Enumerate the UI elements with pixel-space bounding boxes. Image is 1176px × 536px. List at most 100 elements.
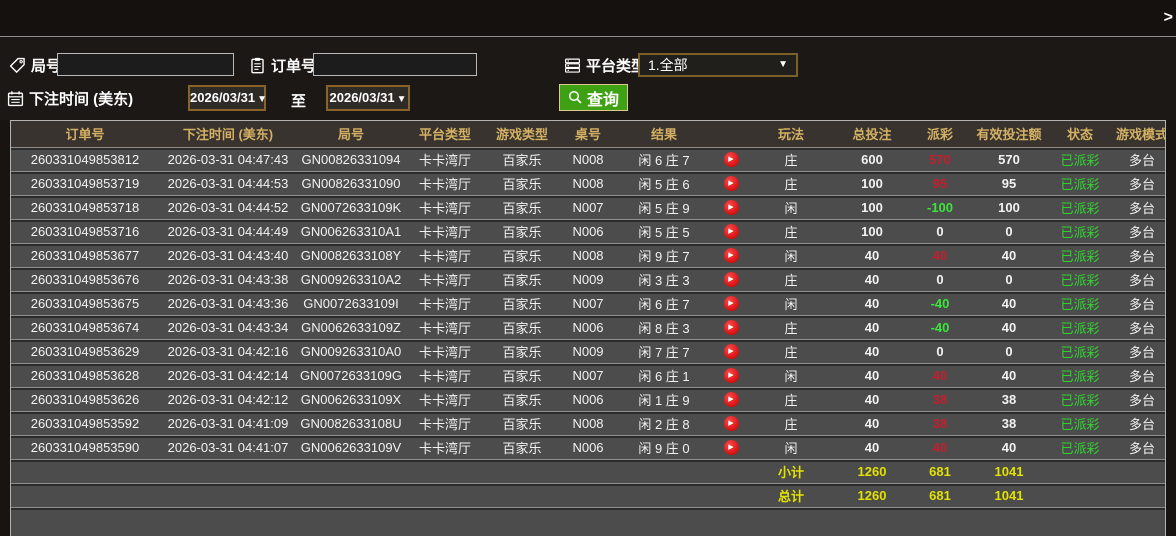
cell-platform-type: 卡卡湾厅 (405, 242, 485, 267)
cell-bet-time: 2026-03-31 04:42:16 (159, 338, 297, 363)
cell-order-no: 260331049853718 (11, 194, 159, 219)
date-to-select[interactable]: 2026/03/31 ▼ (326, 85, 410, 111)
cell-game-type: 百家乐 (485, 410, 559, 435)
record-row: 260331049853626 2026-03-31 04:42:12 GN0062… (11, 386, 1165, 411)
cell-replay: ▶ (711, 170, 751, 195)
round-no-input[interactable] (57, 53, 234, 76)
record-row: 260331049853716 2026-03-31 04:44:49 GN0062… (11, 218, 1165, 243)
replay-button[interactable]: ▶ (723, 368, 739, 384)
date-from-select[interactable]: 2026/03/31 ▼ (188, 85, 267, 111)
replay-button[interactable]: ▶ (723, 176, 739, 192)
round-no-field-label-group: 局号 (9, 55, 61, 76)
col-game-mode: 游戏模式 (1109, 121, 1165, 147)
collapse-panel-chevron-icon[interactable]: > (1163, 9, 1173, 26)
cell-play-type: 庄 (751, 266, 831, 291)
replay-button[interactable]: ▶ (723, 200, 739, 216)
cell-payout: 40 (913, 362, 967, 387)
replay-button[interactable]: ▶ (723, 296, 739, 312)
cell-round-no: GN0072633109I (297, 290, 405, 315)
cell-valid-bet: 40 (967, 362, 1051, 387)
order-no-input[interactable] (313, 53, 477, 76)
replay-button[interactable]: ▶ (723, 224, 739, 240)
cell-bet-time: 2026-03-31 04:41:09 (159, 410, 297, 435)
order-no-field-label-group: 订单号 (249, 55, 316, 76)
replay-button[interactable]: ▶ (723, 344, 739, 360)
platform-type-select[interactable]: 1.全部 ▼ (638, 53, 798, 77)
cell-replay: ▶ (711, 194, 751, 219)
cell-round-no: GN006263310A1 (297, 218, 405, 243)
cell-status: 已派彩 (1051, 434, 1109, 459)
cell-round-no: GN00826331090 (297, 170, 405, 195)
total-row-payout: 681 (913, 482, 967, 507)
cell-order-no: 260331049853590 (11, 434, 159, 459)
cell-table-no: N007 (559, 290, 617, 315)
cell-valid-bet: 40 (967, 242, 1051, 267)
cell-game-mode: 多台 (1109, 434, 1165, 459)
cell-total-bet: 40 (831, 386, 913, 411)
cell-round-no: GN0072633109G (297, 362, 405, 387)
replay-button[interactable]: ▶ (723, 272, 739, 288)
cell-game-type: 百家乐 (485, 386, 559, 411)
col-game-type: 游戏类型 (485, 121, 559, 147)
records-body: 260331049853812 2026-03-31 04:47:43 GN0082… (11, 146, 1165, 536)
cell-round-no: GN0082633108Y (297, 242, 405, 267)
cell-game-mode: 多台 (1109, 290, 1165, 315)
cell-platform-type: 卡卡湾厅 (405, 434, 485, 459)
replay-button[interactable]: ▶ (723, 152, 739, 168)
total-row-spacer (1051, 482, 1109, 507)
record-row: 260331049853676 2026-03-31 04:43:38 GN0092… (11, 266, 1165, 291)
cell-game-mode: 多台 (1109, 218, 1165, 243)
replay-button[interactable]: ▶ (723, 248, 739, 264)
cell-result: 闲 1 庄 9 (617, 386, 711, 411)
total-row-spacer (159, 482, 297, 507)
total-row-spacer (617, 482, 711, 507)
cell-payout: 0 (913, 218, 967, 243)
cell-total-bet: 40 (831, 314, 913, 339)
record-row: 260331049853592 2026-03-31 04:41:09 GN0082… (11, 410, 1165, 435)
total-row-total-bet: 1260 (831, 482, 913, 507)
cell-game-mode: 多台 (1109, 194, 1165, 219)
cell-play-type: 庄 (751, 410, 831, 435)
col-replay (711, 121, 751, 147)
cell-payout: 0 (913, 338, 967, 363)
cell-round-no: GN0062633109Z (297, 314, 405, 339)
record-row: 260331049853628 2026-03-31 04:42:14 GN0072… (11, 362, 1165, 387)
total-row-valid-bet: 1041 (967, 482, 1051, 507)
cell-game-mode: 多台 (1109, 146, 1165, 171)
query-button[interactable]: 查询 (559, 84, 629, 111)
replay-button[interactable]: ▶ (723, 416, 739, 432)
cell-table-no: N008 (559, 410, 617, 435)
cell-order-no: 260331049853812 (11, 146, 159, 171)
cell-total-bet: 40 (831, 242, 913, 267)
cell-valid-bet: 0 (967, 266, 1051, 291)
cell-play-type: 庄 (751, 170, 831, 195)
cell-table-no: N006 (559, 314, 617, 339)
query-button-label: 查询 (587, 91, 620, 109)
cell-replay: ▶ (711, 290, 751, 315)
replay-button[interactable]: ▶ (723, 320, 739, 336)
server-list-icon (564, 57, 581, 74)
cell-total-bet: 40 (831, 338, 913, 363)
cell-replay: ▶ (711, 266, 751, 291)
chevron-down-icon: ▼ (778, 59, 788, 70)
cell-play-type: 庄 (751, 218, 831, 243)
subtotal-row-spacer (617, 458, 711, 483)
round-no-label: 局号 (31, 58, 62, 75)
cell-result: 闲 5 庄 6 (617, 170, 711, 195)
total-row-spacer (1109, 482, 1165, 507)
col-order-no: 订单号 (11, 121, 159, 147)
subtotal-row-spacer (711, 458, 751, 483)
cell-result: 闲 9 庄 0 (617, 434, 711, 459)
replay-button[interactable]: ▶ (723, 392, 739, 408)
cell-game-type: 百家乐 (485, 194, 559, 219)
cell-table-no: N008 (559, 242, 617, 267)
col-play-type: 玩法 (751, 121, 831, 147)
col-status: 状态 (1051, 121, 1109, 147)
col-bet-time: 下注时间 (美东) (159, 121, 297, 147)
cell-table-no: N006 (559, 434, 617, 459)
subtotal-row-spacer (485, 458, 559, 483)
cell-payout: -40 (913, 314, 967, 339)
replay-button[interactable]: ▶ (723, 440, 739, 456)
total-row-spacer (405, 482, 485, 507)
order-no-label: 订单号 (271, 58, 317, 75)
